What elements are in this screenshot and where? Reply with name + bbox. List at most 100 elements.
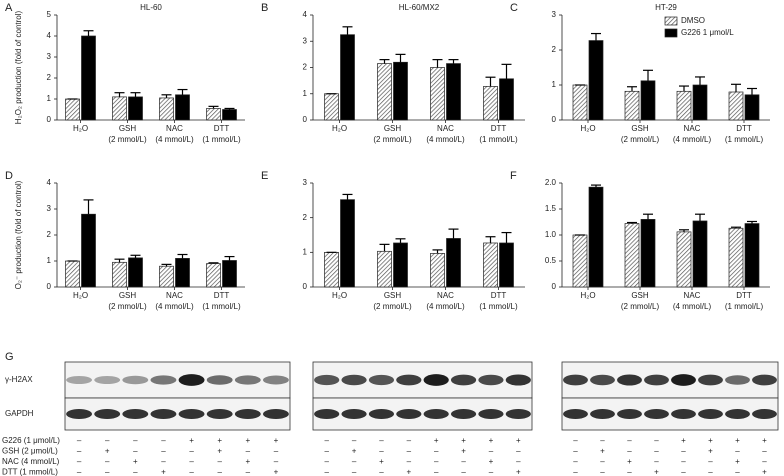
y-tick-label: 2 <box>47 73 52 82</box>
bar <box>206 108 221 121</box>
blot-band <box>423 374 449 386</box>
bar <box>393 242 408 288</box>
treatment-sign: – <box>434 447 439 456</box>
bar <box>112 261 127 288</box>
treatment-sign: + <box>735 436 740 445</box>
blot-band <box>590 409 615 419</box>
x-tick-label: (1 mmol/L) <box>479 135 518 144</box>
treatment-sign: – <box>627 468 632 476</box>
treatment-sign: + <box>708 436 713 445</box>
y-tick-label: 4 <box>47 178 52 187</box>
panel-label: B <box>261 2 268 14</box>
treatment-sign: – <box>600 436 605 445</box>
treatment-sign: – <box>600 468 605 476</box>
treatment-sign: + <box>274 436 279 445</box>
y-tick-label: 2 <box>303 213 308 222</box>
y-tick-label: 1 <box>47 94 52 103</box>
treatment-sign: – <box>407 447 412 456</box>
x-tick-label: H₂O <box>73 291 88 300</box>
y-tick-label: 0 <box>552 282 557 291</box>
y-tick-label: 0 <box>47 115 52 124</box>
error-bar <box>224 255 235 261</box>
error-bar <box>501 231 512 243</box>
treatment-sign: – <box>352 457 357 466</box>
bar <box>640 80 656 121</box>
legend-label: DMSO <box>681 16 705 25</box>
blot-band <box>590 374 615 386</box>
error-bar <box>342 26 353 35</box>
treatment-sign: – <box>352 468 357 476</box>
x-tick-label: GSH <box>119 124 137 133</box>
treatment-sign: + <box>245 457 250 466</box>
x-tick-label: (2 mmol/L) <box>108 135 147 144</box>
blot-band <box>66 409 92 419</box>
y-tick-label: 3 <box>47 52 52 61</box>
y-tick-label: 1.5 <box>545 204 557 213</box>
error-bar <box>695 213 705 221</box>
treatment-sign: – <box>324 436 329 445</box>
error-bar <box>591 32 601 41</box>
blot-band <box>368 409 395 419</box>
blot-band <box>671 409 696 419</box>
treatment-sign: + <box>600 447 605 456</box>
blot-band <box>234 409 261 419</box>
bar <box>81 35 96 121</box>
treatment-sign: – <box>627 447 632 456</box>
error-bar <box>643 213 653 220</box>
treatment-sign: – <box>654 436 659 445</box>
x-tick-label: GSH <box>631 124 649 133</box>
bar <box>640 219 656 288</box>
treatment-sign: – <box>573 457 578 466</box>
error-bar <box>485 236 496 243</box>
treatment-sign: – <box>189 457 194 466</box>
y-tick-label: 0 <box>47 282 52 291</box>
error-bar <box>679 229 689 232</box>
treatment-sign: – <box>246 468 251 476</box>
treatment-sign: – <box>735 468 740 476</box>
legend-swatch <box>664 16 678 26</box>
bar <box>624 90 640 121</box>
bar <box>65 260 80 288</box>
treatment-sign: + <box>105 447 110 456</box>
x-tick-label: (2 mmol/L) <box>373 302 412 311</box>
treatment-sign: – <box>379 436 384 445</box>
treatment-sign: – <box>77 468 82 476</box>
blot-band <box>263 375 289 385</box>
treatment-label: DTT (1 mmol/L) <box>2 468 58 476</box>
bar <box>324 251 339 288</box>
bar <box>65 98 80 121</box>
treatment-sign: + <box>379 457 384 466</box>
error-bar <box>679 85 689 92</box>
treatment-sign: – <box>708 468 713 476</box>
bar <box>483 242 498 288</box>
error-bar <box>448 228 459 239</box>
error-bar <box>731 226 741 229</box>
blot-band <box>94 375 121 385</box>
x-tick-label: (1 mmol/L) <box>479 302 518 311</box>
bar <box>128 96 143 121</box>
error-bar <box>83 30 94 36</box>
bar <box>676 231 692 288</box>
treatment-sign: + <box>654 468 659 476</box>
y-tick-label: 0 <box>303 115 308 124</box>
treatment-sign: – <box>161 447 166 456</box>
treatment-sign: – <box>324 468 329 476</box>
x-tick-label: NAC <box>684 291 701 300</box>
error-bar <box>177 88 188 95</box>
treatment-sign: + <box>735 457 740 466</box>
bar <box>728 227 744 288</box>
treatment-sign: – <box>379 468 384 476</box>
treatment-sign: – <box>189 447 194 456</box>
bar <box>222 109 237 121</box>
x-tick-label: GSH <box>119 291 137 300</box>
blot-band <box>478 374 504 386</box>
treatment-sign: + <box>681 436 686 445</box>
x-tick-label: NAC <box>437 291 454 300</box>
y-axis-label: O₂⁻ production (fold of control) <box>14 180 23 289</box>
x-tick-label: NAC <box>684 124 701 133</box>
x-tick-label: GSH <box>631 291 649 300</box>
y-axis-label: H₂O₂ production (fold of control) <box>14 10 23 124</box>
blot-band <box>563 409 588 419</box>
y-tick-label: 4 <box>47 31 52 40</box>
